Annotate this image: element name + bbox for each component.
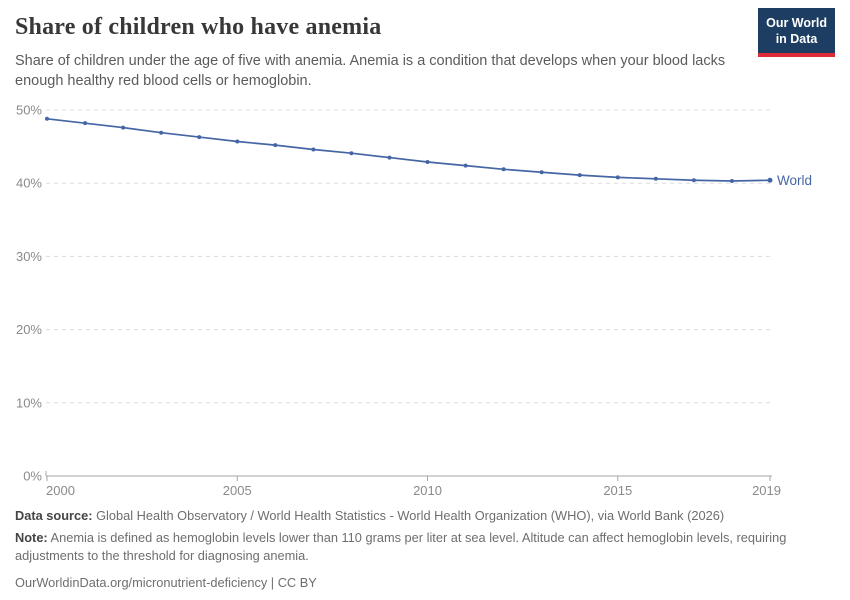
data-source-text: Global Health Observatory / World Health… — [92, 508, 725, 523]
y-tick-label: 30% — [16, 249, 42, 264]
data-point — [197, 135, 202, 140]
data-source-line: Data source: Global Health Observatory /… — [15, 507, 835, 525]
data-source-label: Data source: — [15, 508, 93, 523]
x-tick-label: 2010 — [413, 483, 442, 498]
chart-footer: Data source: Global Health Observatory /… — [15, 507, 835, 597]
data-point — [311, 147, 316, 152]
data-point — [83, 121, 88, 126]
owid-logo[interactable]: Our World in Data — [758, 8, 835, 57]
data-point — [615, 175, 620, 180]
note-label: Note: — [15, 530, 48, 546]
line-chart-canvas[interactable]: 0% 10% 20% 30% 40% 50% 2000 2005 2010 2015 2019 Wor… — [0, 95, 850, 505]
y-tick-label: 20% — [16, 322, 42, 337]
owid-url-link[interactable]: OurWorldinData.org/micronutrient-deficie… — [15, 575, 268, 591]
data-point — [235, 139, 240, 144]
data-point — [387, 155, 392, 160]
x-tick-label: 2019 — [752, 483, 781, 498]
y-tick-label: 40% — [16, 176, 42, 191]
owid-logo-line1: Our World — [766, 16, 827, 30]
note-line: Note: Anemia is defined as hemoglobin le… — [15, 529, 835, 565]
world-series-label: World — [777, 173, 812, 188]
license-separator: | — [267, 575, 278, 591]
x-tick-label: 2005 — [223, 483, 252, 498]
y-tick-label: 0% — [23, 469, 42, 484]
chart-subtitle: Share of children under the age of five … — [15, 53, 726, 89]
data-point — [501, 167, 506, 172]
data-point — [767, 177, 773, 183]
world-line — [46, 117, 771, 182]
data-point — [729, 179, 734, 184]
citation-line: OurWorldinData.org/micronutrient-deficie… — [15, 574, 835, 592]
owid-logo-line2: in Data — [775, 32, 818, 47]
data-point — [45, 116, 49, 121]
x-tick-label: 2000 — [46, 483, 75, 498]
x-tick-label: 2015 — [603, 483, 632, 498]
data-point — [577, 173, 582, 178]
note-text: Anemia is defined as hemoglobin levels l… — [15, 530, 787, 564]
data-point — [121, 125, 126, 130]
data-point — [463, 163, 468, 168]
data-point — [159, 130, 164, 135]
data-point — [691, 178, 696, 183]
data-point — [273, 143, 278, 148]
license-label: CC BY — [277, 575, 317, 591]
data-point — [539, 170, 544, 175]
data-point — [425, 159, 430, 164]
y-tick-label: 50% — [16, 103, 42, 118]
y-tick-label: 10% — [16, 395, 42, 410]
page-title: Share of children who have anemia — [15, 14, 382, 40]
data-point — [349, 151, 354, 156]
data-point — [653, 176, 658, 181]
